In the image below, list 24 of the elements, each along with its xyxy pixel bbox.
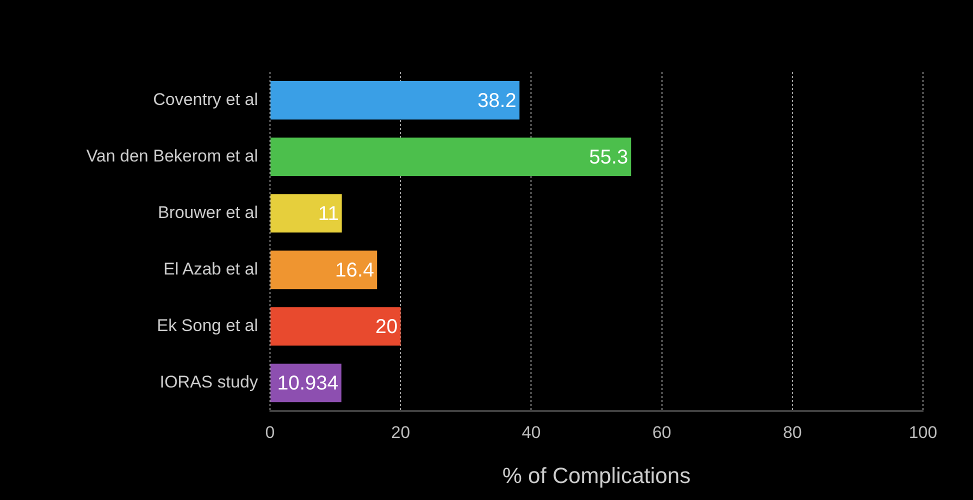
y-tick-label: Brouwer et al (158, 203, 258, 222)
bar (270, 250, 378, 290)
y-tick-label: Van den Bekerom et al (86, 146, 258, 166)
y-tick-label: IORAS study (160, 372, 258, 392)
data-label: 16.4 (335, 259, 374, 282)
y-tick-label: Coventry et al (153, 90, 258, 109)
y-tick-label: Ek Song et al (156, 316, 258, 336)
x-tick-label: 0 (265, 423, 275, 442)
bar (270, 307, 401, 346)
data-label: 11 (318, 202, 339, 225)
data-label: 55.3 (589, 146, 628, 168)
bar (270, 138, 632, 176)
x-tick-label: 100 (908, 423, 938, 442)
data-label: 38.2 (478, 90, 516, 112)
x-tick-label: 60 (652, 423, 672, 442)
x-tick-label: 20 (391, 423, 410, 442)
x-tick-label: 80 (782, 423, 802, 442)
x-axis-title: % of Complications (502, 462, 691, 488)
bar (270, 194, 342, 233)
data-label: 10.934 (277, 372, 338, 394)
y-tick-label: El Azab et al (163, 260, 258, 279)
data-label: 20 (375, 316, 398, 338)
bar (270, 81, 520, 120)
x-tick-label: 40 (522, 423, 541, 442)
